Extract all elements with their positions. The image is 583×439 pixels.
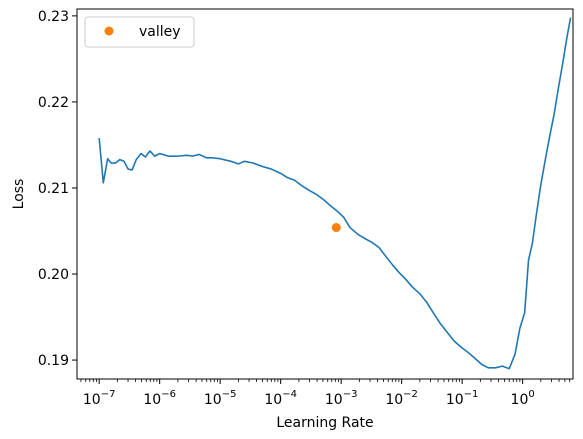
y-tick-label: 0.20 bbox=[38, 267, 69, 283]
legend: valley bbox=[84, 16, 195, 48]
y-tick-label: 0.19 bbox=[38, 353, 69, 369]
legend-box bbox=[84, 16, 195, 48]
valley-point bbox=[331, 223, 341, 233]
x-tick-label: 10−1 bbox=[446, 389, 479, 408]
series-layer bbox=[98, 17, 572, 370]
x-axis-label: Learning Rate bbox=[276, 415, 373, 431]
y-axis-label: Loss bbox=[11, 179, 27, 210]
y-axis-ticks: 0.19 0.20 0.21 0.22 0.23 bbox=[38, 9, 77, 369]
loss-curve bbox=[98, 17, 572, 370]
x-tick-label: 10−4 bbox=[264, 389, 297, 408]
x-tick-label: 10−5 bbox=[204, 389, 237, 408]
x-tick-label: 10−7 bbox=[83, 389, 116, 408]
x-tick-label: 10−3 bbox=[325, 389, 358, 408]
x-axis-ticks: 10−7 10−6 10−5 10−4 10−3 10−2 10−1 100 bbox=[80, 379, 571, 408]
legend-marker-valley bbox=[104, 26, 114, 36]
x-tick-label: 100 bbox=[511, 389, 535, 408]
y-tick-label: 0.22 bbox=[38, 95, 69, 111]
legend-label-valley: valley bbox=[139, 24, 181, 40]
x-tick-label: 10−6 bbox=[143, 389, 176, 408]
x-tick-label: 10−2 bbox=[385, 389, 418, 408]
y-tick-label: 0.21 bbox=[38, 181, 69, 197]
y-tick-label: 0.23 bbox=[38, 9, 69, 25]
plot-frame bbox=[76, 8, 574, 380]
